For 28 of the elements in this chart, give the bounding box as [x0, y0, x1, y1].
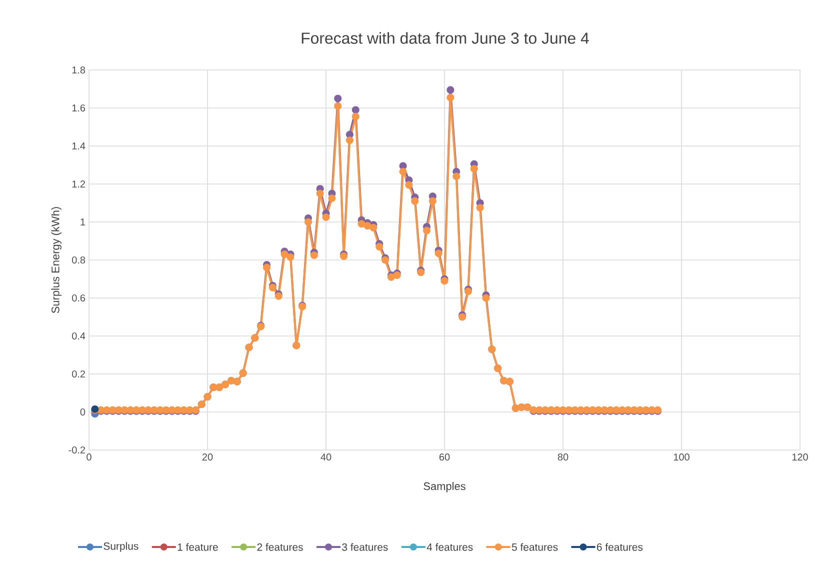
legend-label: 2 features	[257, 543, 303, 551]
y-tick-label: 0	[80, 408, 86, 416]
y-tick-label: 0.6	[72, 294, 86, 302]
x-tick-label: 80	[558, 454, 568, 461]
legend-label: 5 features	[512, 543, 558, 551]
y-tick-label: 1.4	[72, 142, 86, 150]
chart-title: Forecast with data from June 3 to June 4	[302, 32, 589, 44]
legend-label: 6 features	[596, 543, 643, 551]
legend-label: Surplus	[104, 542, 138, 552]
legend-label: 4 features	[426, 543, 473, 551]
y-tick-label: 1.6	[72, 104, 86, 112]
y-tick-label: -0.2	[68, 446, 85, 454]
y-tick-label: 0.4	[72, 332, 86, 340]
y-tick-label: 1	[80, 218, 86, 226]
x-tick-label: 0	[86, 454, 92, 461]
y-tick-label: 1.2	[72, 180, 85, 188]
y-tick-label: 0.8	[72, 256, 86, 264]
x-tick-label: 120	[792, 454, 808, 461]
x-tick-label: 100	[674, 454, 690, 461]
x-axis-title: Samples	[424, 482, 466, 492]
y-tick-label: 0.2	[72, 370, 85, 378]
legend-label: 3 features	[342, 543, 388, 551]
x-tick-label: 40	[320, 454, 332, 461]
x-tick-label: 60	[439, 454, 450, 461]
legend-label: 1 feature	[178, 543, 218, 551]
y-axis-title: Surplus Energy (kWh)	[51, 207, 62, 314]
x-tick-label: 20	[202, 454, 213, 461]
y-tick-label: 1.8	[72, 66, 86, 74]
